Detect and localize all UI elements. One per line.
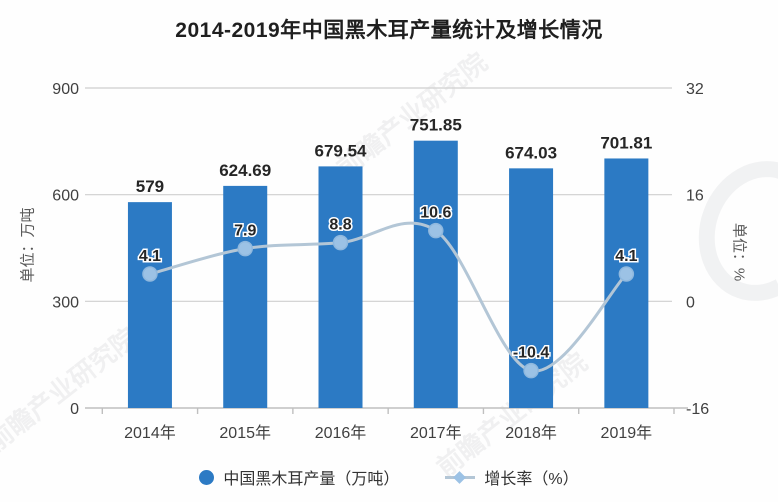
bar xyxy=(604,158,649,408)
line-value-label: 4.1 xyxy=(139,248,161,265)
legend-label: 增长率（%） xyxy=(484,471,579,488)
y-tick-label-left: 900 xyxy=(52,81,79,98)
legend-label: 中国黑木耳产量（万吨） xyxy=(223,471,400,488)
line-value-label: 7.9 xyxy=(234,223,256,240)
bar xyxy=(127,202,172,408)
line-value-label: 10.6 xyxy=(420,205,451,222)
bar-value-label: 624.69 xyxy=(219,161,271,180)
legend-item-growth-rate: 增长率（%） xyxy=(445,465,579,489)
line-marker xyxy=(142,266,158,282)
x-tick-label: 2019年 xyxy=(601,424,653,442)
line-value-label: -10.4 xyxy=(513,345,550,362)
chart-title: 2014-2019年中国黑木耳产量统计及增长情况 xyxy=(175,19,603,42)
line-series-swatch xyxy=(445,470,476,485)
y-tick-label-right: 16 xyxy=(686,188,704,205)
bar-value-label: 674.03 xyxy=(505,143,557,162)
line-value-label: 8.8 xyxy=(329,217,351,234)
legend-item-production: 中国黑木耳产量（万吨） xyxy=(199,465,399,489)
bar-value-label: 679.54 xyxy=(315,141,368,160)
x-tick-label: 2018年 xyxy=(505,424,557,442)
bar xyxy=(223,185,268,408)
line-marker xyxy=(618,266,635,282)
bar xyxy=(318,166,363,408)
line-marker xyxy=(523,362,539,379)
y-tick-label-right: -16 xyxy=(686,401,709,418)
x-tick-label: 2016年 xyxy=(315,424,367,442)
bar-value-label: 579 xyxy=(136,177,164,196)
legend: 中国黑木耳产量（万吨） 增长率（%） xyxy=(0,462,778,492)
line-marker xyxy=(428,222,444,239)
y-tick-label-left: 300 xyxy=(52,294,79,311)
y-tick-label-right: 0 xyxy=(686,294,695,311)
bar-value-label: 751.85 xyxy=(410,116,462,135)
x-tick-label: 2015年 xyxy=(219,424,271,442)
x-tick-label: 2014年 xyxy=(124,424,176,442)
line-value-label: 4.1 xyxy=(615,248,637,265)
y-tick-label-right: 32 xyxy=(686,81,704,98)
diamond-marker-icon xyxy=(453,470,467,484)
x-tick-label: 2017年 xyxy=(410,424,462,442)
line-marker xyxy=(332,234,349,251)
y-tick-label-left: 0 xyxy=(70,401,79,418)
bar xyxy=(413,140,458,409)
growth-line xyxy=(148,221,628,373)
line-marker xyxy=(237,240,253,257)
bar-value-label: 701.81 xyxy=(600,133,652,152)
bar-series-swatch xyxy=(199,469,215,485)
y-tick-label-left: 600 xyxy=(52,188,79,205)
